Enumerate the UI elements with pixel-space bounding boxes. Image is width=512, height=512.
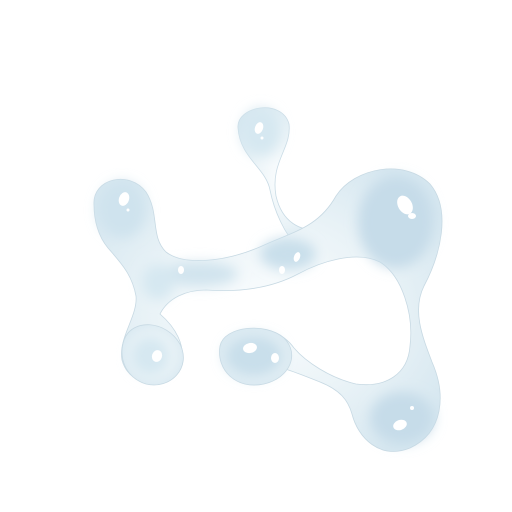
shading xyxy=(98,108,434,444)
highlights xyxy=(118,122,416,431)
